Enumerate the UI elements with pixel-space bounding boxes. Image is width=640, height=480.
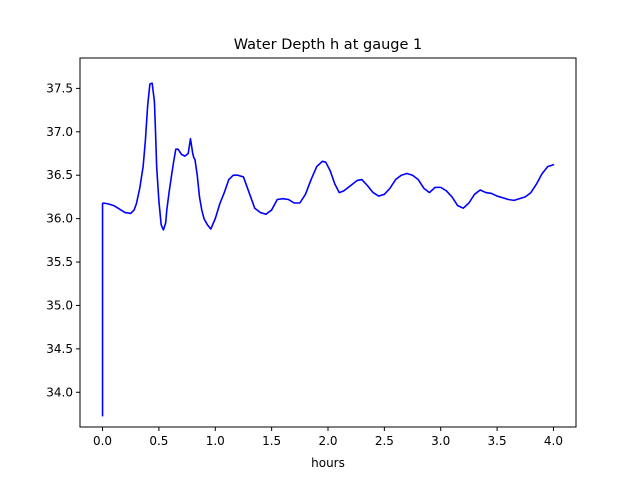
x-tick-label: 1.5 — [262, 434, 281, 448]
y-tick-label: 34.0 — [46, 385, 73, 399]
x-tick-label: 2.5 — [375, 434, 394, 448]
x-tick-label: 0.0 — [93, 434, 112, 448]
y-tick-label: 37.0 — [46, 125, 73, 139]
series-line — [101, 82, 555, 417]
x-tick-label: 3.0 — [431, 434, 450, 448]
x-tick-label: 1.0 — [206, 434, 225, 448]
x-tick-label: 3.5 — [488, 434, 507, 448]
x-axis: 0.0 0.5 1.0 1.5 2.0 2.5 3.0 3.5 4.0 — [93, 427, 563, 448]
x-tick-label: 2.0 — [318, 434, 337, 448]
x-tick-label: 4.0 — [544, 434, 563, 448]
y-tick-label: 34.5 — [46, 342, 73, 356]
y-tick-label: 35.5 — [46, 255, 73, 269]
y-tick-label: 37.5 — [46, 81, 73, 95]
chart-title: Water Depth h at gauge 1 — [234, 37, 422, 53]
y-tick-label: 36.5 — [46, 168, 73, 182]
y-tick-label: 35.0 — [46, 298, 73, 312]
y-axis: 34.0 34.5 35.0 35.5 36.0 36.5 37.0 37.5 — [46, 81, 80, 399]
x-tick-label: 0.5 — [149, 434, 168, 448]
x-axis-label: hours — [311, 456, 345, 470]
y-tick-label: 36.0 — [46, 212, 73, 226]
